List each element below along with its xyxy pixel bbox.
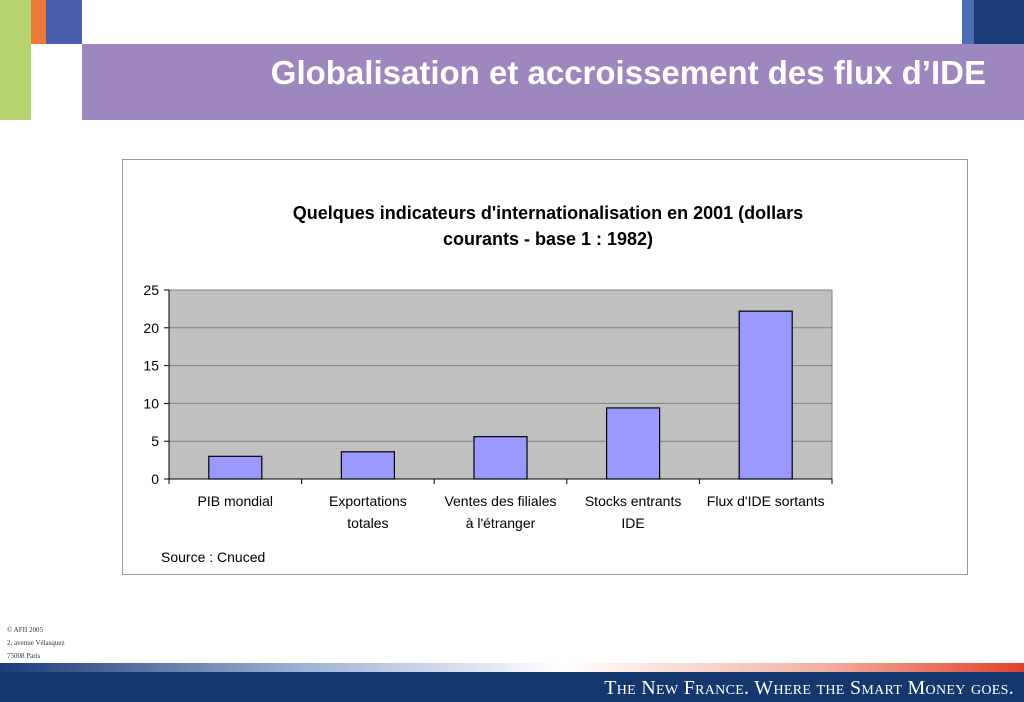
bar-chart: 0 5 10 15 20 25 PIB mondial Exportations totales… — [143, 282, 833, 531]
y-tick-label: 25 — [143, 282, 159, 298]
accent-orange-block — [31, 0, 46, 44]
chart-frame: Quelques indicateurs d'internationalisat… — [122, 159, 968, 575]
accent-blue-block — [46, 0, 82, 44]
footer-address: © AFII 2005 2, avenue Vélasquez 75008 Pa… — [7, 624, 65, 663]
slide-title: Globalisation et accroissement des flux … — [270, 54, 986, 91]
y-tick-label: 15 — [143, 358, 159, 374]
x-tick-label: Exportations — [329, 493, 407, 509]
x-tick-label: Flux d'IDE sortants — [707, 493, 825, 509]
y-tick-label: 0 — [151, 471, 159, 487]
footer-gradient-bar — [0, 663, 1024, 672]
address-line: 75008 Paris — [7, 652, 41, 660]
address-line: © AFII 2005 — [7, 626, 44, 634]
footer-tagline: The New France. Where the Smart Money go… — [604, 677, 1014, 699]
bar — [473, 436, 528, 480]
title-band: Globalisation et accroissement des flux … — [82, 44, 1024, 120]
chart-title-line-2: courants - base 1 : 1982) — [442, 229, 654, 249]
accent-green-bar — [0, 0, 31, 120]
source-note: Source : Cnuced — [161, 549, 266, 565]
x-tick-label: totales — [347, 515, 388, 531]
bar — [606, 407, 661, 480]
bar — [340, 451, 395, 480]
x-tick-label: Stocks entrants — [585, 493, 682, 509]
y-tick-label: 10 — [143, 395, 159, 411]
x-tick-label: PIB mondial — [198, 493, 273, 509]
footer-bar: The New France. Where the Smart Money go… — [0, 672, 1024, 702]
accent-lightblue-strip — [962, 0, 974, 44]
accent-navy-block — [974, 0, 1024, 44]
bar — [738, 310, 793, 480]
y-tick-label: 5 — [151, 433, 159, 449]
chart-title: Quelques indicateurs d'internationalisat… — [223, 200, 873, 252]
address-line: 2, avenue Vélasquez — [7, 639, 65, 647]
y-tick-label: 20 — [143, 320, 159, 336]
x-tick-label: Ventes des filiales — [444, 493, 556, 509]
x-tick-label: à l'étranger — [466, 515, 536, 531]
bar — [208, 455, 263, 480]
x-tick-label: IDE — [621, 515, 644, 531]
chart-title-line-1: Quelques indicateurs d'internationalisat… — [292, 203, 804, 223]
